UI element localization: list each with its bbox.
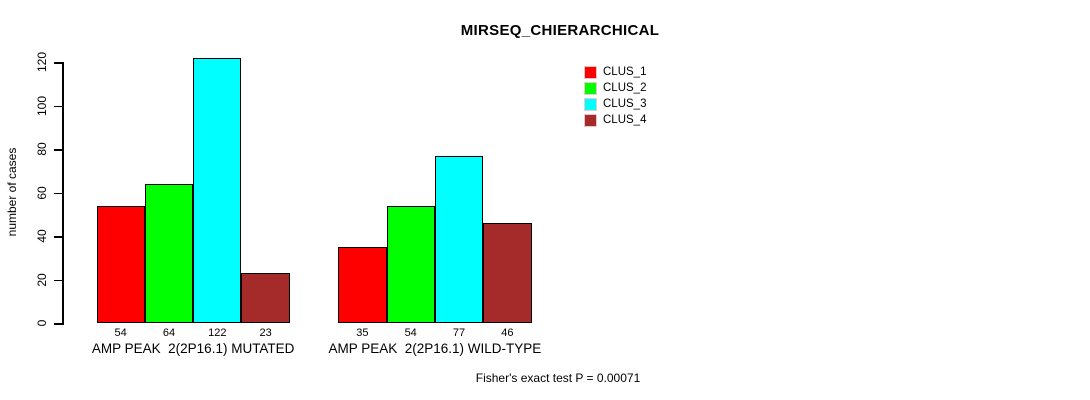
bar-value-label: 54 [404, 327, 417, 339]
x-group-label: AMP PEAK 2(2P16.1) MUTATED [91, 341, 295, 356]
legend-swatch-clus_2 [584, 81, 597, 95]
bar-value-label: 77 [452, 327, 466, 339]
bar-value-label: 54 [114, 327, 127, 339]
legend-label: CLUS_3 [603, 98, 647, 110]
legend-label: CLUS_2 [603, 82, 647, 94]
y-axis-line [62, 62, 64, 325]
bar-value-label: 23 [259, 327, 272, 339]
bar-clus_4-group2 [483, 222, 532, 323]
legend-label: CLUS_4 [603, 114, 647, 126]
y-axis-tick [54, 279, 62, 281]
bar-clus_2-group1 [144, 183, 194, 323]
y-axis-tick [54, 105, 62, 107]
bar-clus_4-group1 [241, 272, 290, 323]
y-axis-tick [54, 62, 62, 64]
y-axis-tick-label: 100 [35, 95, 49, 116]
bar-clus_2-group2 [386, 205, 435, 323]
bar-value-label: 64 [162, 327, 176, 339]
y-axis-tick-label: 80 [35, 142, 49, 156]
legend-item-clus_2: CLUS_2 [584, 80, 646, 96]
footer-stat-note: Fisher's exact test P = 0.00071 [475, 371, 641, 385]
bar-clus_3-group2 [434, 155, 484, 323]
y-axis-title: number of cases [5, 147, 19, 237]
y-axis-tick-label: 0 [35, 319, 49, 327]
legend-label: CLUS_1 [603, 66, 647, 78]
y-axis-tick [54, 236, 62, 238]
legend-item-clus_4: CLUS_4 [584, 112, 646, 128]
y-axis-tick-label: 120 [35, 51, 49, 73]
bar-clus_1-group2 [338, 246, 387, 323]
legend-item-clus_3: CLUS_3 [584, 96, 646, 112]
y-axis-tick-label: 20 [35, 272, 49, 287]
x-group-label: AMP PEAK 2(2P16.1) WILD-TYPE [328, 341, 542, 356]
y-axis-tick-label: 40 [35, 229, 49, 243]
bar-clus_1-group1 [96, 205, 145, 323]
chart-title: MIRSEQ_CHIERARCHICAL [460, 22, 660, 39]
bar-clus_3-group1 [193, 57, 242, 323]
y-axis-tick [54, 192, 62, 194]
y-axis-tick [54, 323, 62, 325]
bar-value-label: 46 [501, 327, 514, 339]
bar-value-label: 35 [356, 327, 369, 339]
legend: CLUS_1 CLUS_2 CLUS_3 CLUS_4 [584, 64, 646, 128]
legend-swatch-clus_4 [584, 113, 597, 127]
legend-swatch-clus_3 [584, 97, 597, 111]
y-axis-tick [54, 149, 62, 151]
bar-value-label: 122 [208, 327, 227, 339]
legend-item-clus_1: CLUS_1 [584, 64, 646, 80]
y-axis-tick-label: 60 [35, 185, 49, 200]
legend-swatch-clus_1 [584, 65, 597, 79]
